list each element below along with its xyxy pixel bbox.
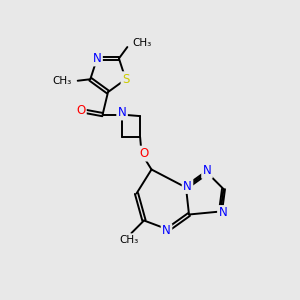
Text: N: N [202, 164, 211, 178]
Text: CH₃: CH₃ [119, 235, 139, 245]
Text: S: S [122, 73, 129, 86]
Text: CH₃: CH₃ [52, 76, 72, 86]
Text: N: N [93, 52, 101, 65]
Text: N: N [118, 106, 127, 119]
Text: O: O [76, 104, 85, 118]
Text: CH₃: CH₃ [133, 38, 152, 48]
Text: N: N [162, 224, 171, 238]
Text: N: N [218, 206, 227, 220]
Text: N: N [183, 179, 192, 193]
Text: O: O [140, 147, 148, 160]
